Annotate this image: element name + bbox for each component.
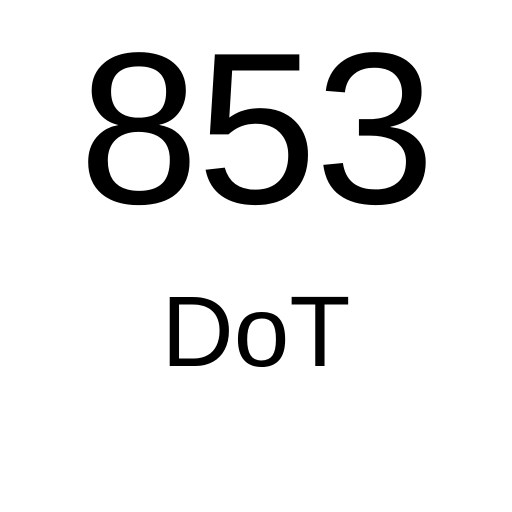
- protocol-label: DoT: [161, 276, 351, 388]
- number-display: 853: [78, 7, 435, 249]
